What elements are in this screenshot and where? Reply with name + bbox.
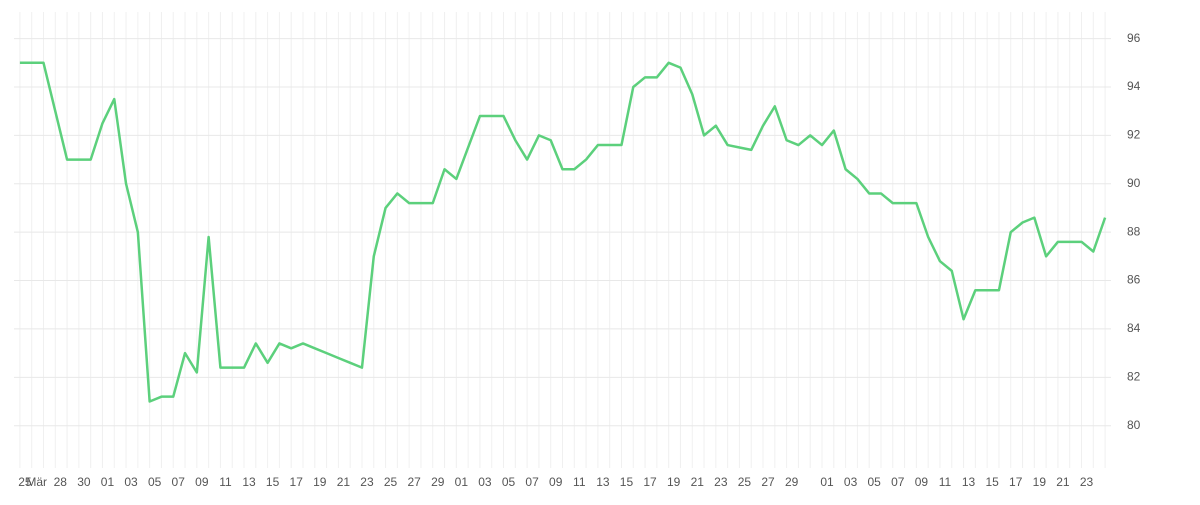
x-tick-label: 30 (77, 475, 91, 489)
x-tick-label: 21 (337, 475, 351, 489)
x-tick-label: 25 (738, 475, 752, 489)
x-tick-label: 05 (148, 475, 162, 489)
x-tick-label: 29 (431, 475, 445, 489)
x-tick-label: 19 (313, 475, 327, 489)
x-tick-label: 23 (360, 475, 374, 489)
data-line (19, 61, 1107, 403)
x-tick-label: 09 (195, 475, 209, 489)
x-tick-label: 21 (1056, 475, 1070, 489)
x-tick-label: 07 (172, 475, 186, 489)
x-tick-label: 13 (596, 475, 610, 489)
x-tick-label: 05 (502, 475, 516, 489)
x-tick-label: 27 (407, 475, 421, 489)
y-tick-label: 86 (1127, 273, 1141, 287)
x-tick-label: 01 (455, 475, 469, 489)
x-tick-label: 13 (962, 475, 976, 489)
x-tick-label: 03 (478, 475, 492, 489)
y-tick-label: 92 (1127, 128, 1141, 142)
x-tick-label: 01 (101, 475, 115, 489)
x-tick-label: 09 (915, 475, 929, 489)
x-tick-label: 15 (985, 475, 999, 489)
x-tick-label: 09 (549, 475, 563, 489)
x-tick-label: 25 (384, 475, 398, 489)
x-tick-label: 19 (667, 475, 681, 489)
x-tick-label: 11 (939, 475, 952, 489)
x-tick-label: 11 (219, 475, 232, 489)
y-tick-label: 94 (1127, 79, 1141, 93)
x-tick-label: 17 (290, 475, 304, 489)
x-tick-label: Mär (26, 475, 47, 489)
x-tick-label: 23 (1080, 475, 1094, 489)
x-tick-label: 11 (573, 475, 586, 489)
x-tick-label: 17 (643, 475, 657, 489)
x-tick-label: 15 (266, 475, 280, 489)
y-tick-label: 96 (1127, 31, 1141, 45)
x-tick-label: 27 (761, 475, 775, 489)
y-tick-label: 88 (1127, 224, 1141, 238)
y-tick-label: 82 (1127, 369, 1141, 383)
y-tick-label: 80 (1127, 418, 1141, 432)
x-tick-label: 23 (714, 475, 728, 489)
x-tick-label: 07 (891, 475, 905, 489)
y-tick-label: 84 (1127, 321, 1141, 335)
x-tick-label: 07 (525, 475, 539, 489)
x-tick-label: 25 (18, 475, 32, 489)
x-tick-label: 03 (124, 475, 138, 489)
x-tick-label: 17 (1009, 475, 1023, 489)
x-tick-label: 03 (844, 475, 858, 489)
x-tick-label: 21 (691, 475, 705, 489)
x-tick-label: 15 (620, 475, 634, 489)
x-tick-label: 13 (242, 475, 256, 489)
x-tick-label: 19 (1033, 475, 1047, 489)
y-tick-label: 90 (1127, 176, 1141, 190)
x-tick-label: 28 (54, 475, 68, 489)
x-tick-label: 01 (820, 475, 834, 489)
x-tick-label: 05 (868, 475, 882, 489)
x-tick-label: 29 (785, 475, 799, 489)
